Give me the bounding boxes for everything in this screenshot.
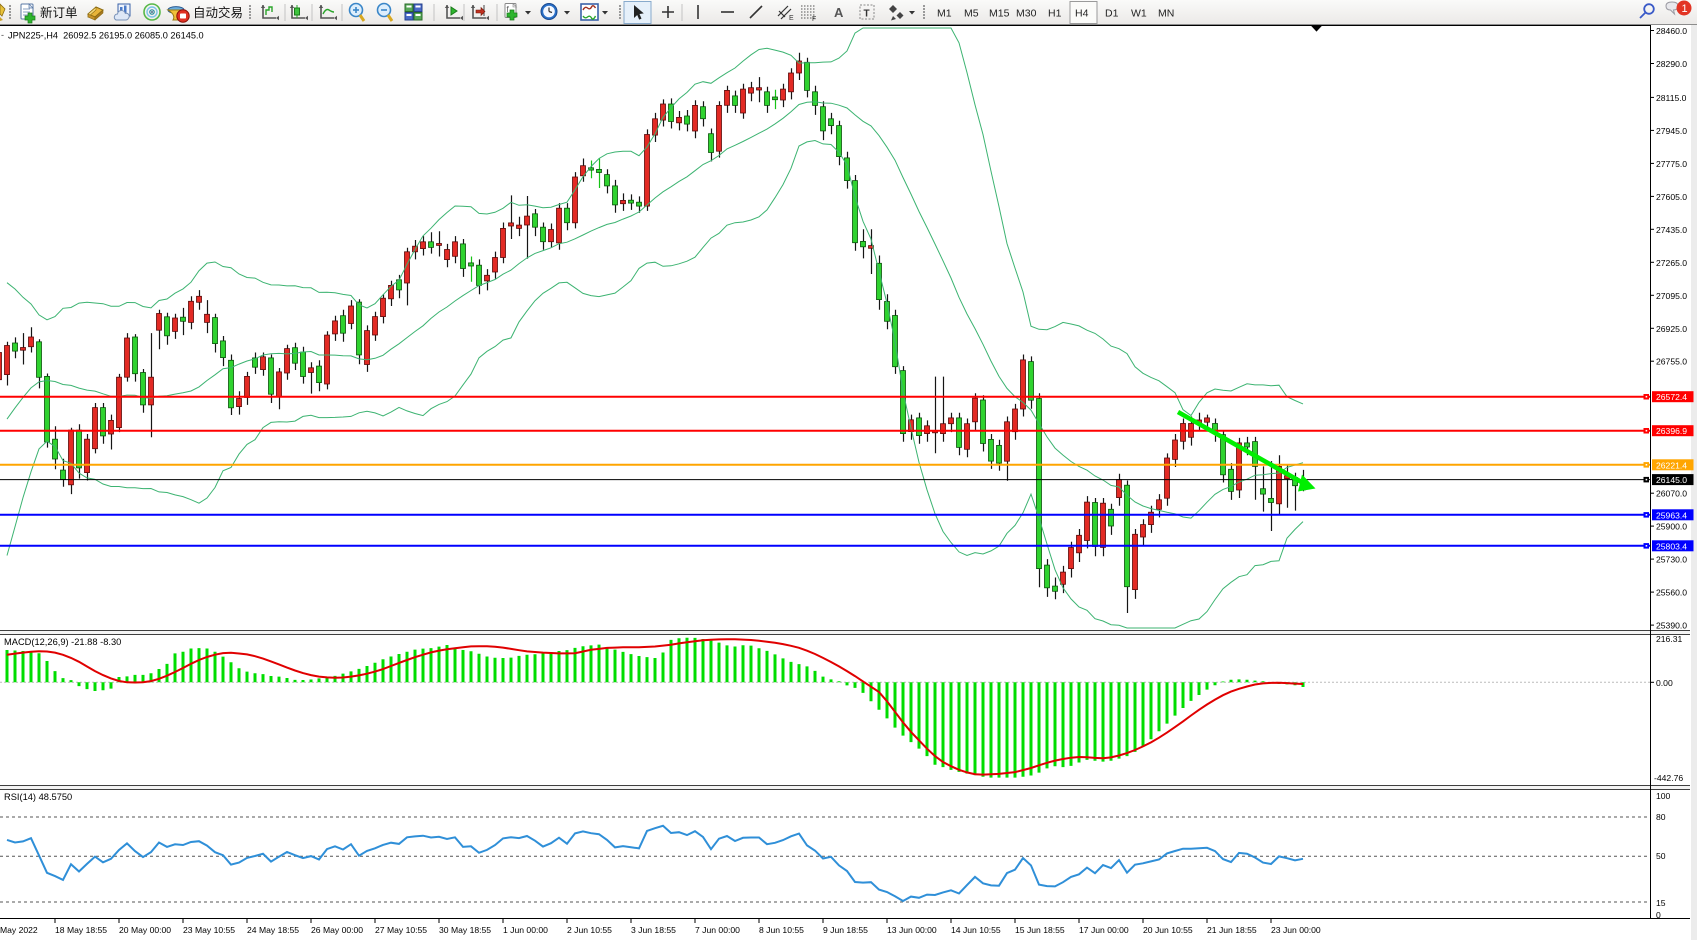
svg-text:20 Jun 10:55: 20 Jun 10:55	[1143, 925, 1193, 935]
svg-text:新订单: 新订单	[40, 5, 78, 20]
svg-text:20 May 00:00: 20 May 00:00	[119, 925, 171, 935]
svg-text:H4: H4	[1075, 8, 1089, 20]
svg-text:27945.0: 27945.0	[1656, 126, 1687, 136]
svg-text:21 Jun 18:55: 21 Jun 18:55	[1207, 925, 1257, 935]
svg-text:0.00: 0.00	[1656, 678, 1673, 688]
svg-text:13 Jun 00:00: 13 Jun 00:00	[887, 925, 937, 935]
svg-text:25900.0: 25900.0	[1656, 522, 1687, 532]
svg-text:27775.0: 27775.0	[1656, 159, 1687, 169]
svg-text:M30: M30	[1016, 8, 1037, 20]
svg-text:25963.4: 25963.4	[1656, 510, 1687, 520]
svg-text:26755.0: 26755.0	[1656, 357, 1687, 367]
svg-text:自动交易: 自动交易	[193, 5, 243, 20]
svg-text:26 May 00:00: 26 May 00:00	[311, 925, 363, 935]
svg-text:25803.4: 25803.4	[1656, 541, 1687, 551]
svg-text:25730.0: 25730.0	[1656, 555, 1687, 565]
svg-text:MACD(12,26,9) -21.88 -8.30: MACD(12,26,9) -21.88 -8.30	[4, 637, 121, 647]
svg-text:MN: MN	[1158, 8, 1174, 20]
svg-text:A: A	[834, 5, 844, 20]
svg-text:27605.0: 27605.0	[1656, 192, 1687, 202]
svg-text:H1: H1	[1048, 8, 1062, 20]
svg-text:27095.0: 27095.0	[1656, 291, 1687, 301]
svg-text:14 Jun 10:55: 14 Jun 10:55	[951, 925, 1001, 935]
svg-text:T: T	[864, 9, 870, 20]
svg-text:f: f	[507, 5, 510, 14]
svg-text:-442.76: -442.76	[1654, 773, 1683, 783]
svg-text:80: 80	[1656, 812, 1666, 822]
svg-text:W1: W1	[1131, 8, 1147, 20]
svg-text:8 Jun 10:55: 8 Jun 10:55	[759, 925, 804, 935]
svg-text:50: 50	[1656, 851, 1666, 861]
svg-text:23 May 10:55: 23 May 10:55	[183, 925, 235, 935]
svg-text:27 May 10:55: 27 May 10:55	[375, 925, 427, 935]
svg-text:RSI(14) 48.5750: RSI(14) 48.5750	[4, 792, 72, 802]
svg-text:17 Jun 00:00: 17 Jun 00:00	[1079, 925, 1129, 935]
svg-text:15: 15	[1656, 898, 1666, 908]
svg-text:-: -	[1, 30, 4, 40]
svg-text:28290.0: 28290.0	[1656, 59, 1687, 69]
svg-text:30 May 18:55: 30 May 18:55	[439, 925, 491, 935]
svg-text:26221.4: 26221.4	[1656, 460, 1687, 470]
svg-text:0: 0	[1656, 910, 1661, 920]
svg-text:3 Jun 18:55: 3 Jun 18:55	[631, 925, 676, 935]
svg-text:9 Jun 18:55: 9 Jun 18:55	[823, 925, 868, 935]
svg-text:100: 100	[1656, 791, 1671, 801]
svg-text:7 Jun 00:00: 7 Jun 00:00	[695, 925, 740, 935]
svg-text:M5: M5	[964, 8, 979, 20]
svg-text:28460.0: 28460.0	[1656, 26, 1687, 36]
svg-text:26925.0: 26925.0	[1656, 324, 1687, 334]
svg-text:26396.9: 26396.9	[1656, 426, 1687, 436]
svg-text:27435.0: 27435.0	[1656, 225, 1687, 235]
svg-text:17 May 2022: 17 May 2022	[0, 925, 38, 935]
svg-text:JPN225-,H4 26092.5 26195.0 26: JPN225-,H4 26092.5 26195.0 26085.0 26145…	[8, 31, 204, 41]
svg-text:24 May 18:55: 24 May 18:55	[247, 925, 299, 935]
svg-text:F: F	[812, 16, 816, 23]
svg-text:26145.0: 26145.0	[1656, 475, 1687, 485]
svg-text:1 Jun 00:00: 1 Jun 00:00	[503, 925, 548, 935]
svg-text:E: E	[789, 15, 794, 22]
svg-text:28115.0: 28115.0	[1656, 93, 1687, 103]
svg-text:26070.0: 26070.0	[1656, 489, 1687, 499]
svg-text:M1: M1	[937, 8, 952, 20]
svg-text:2 Jun 10:55: 2 Jun 10:55	[567, 925, 612, 935]
svg-text:23 Jun 00:00: 23 Jun 00:00	[1271, 925, 1321, 935]
svg-text:18 May 18:55: 18 May 18:55	[55, 925, 107, 935]
svg-text:25390.0: 25390.0	[1656, 621, 1687, 631]
svg-text:15 Jun 18:55: 15 Jun 18:55	[1015, 925, 1065, 935]
svg-text:1: 1	[1682, 3, 1688, 15]
svg-text:M15: M15	[989, 8, 1010, 20]
svg-text:25560.0: 25560.0	[1656, 588, 1687, 598]
svg-text:27265.0: 27265.0	[1656, 258, 1687, 268]
svg-text:26572.4: 26572.4	[1656, 392, 1687, 402]
svg-text:D1: D1	[1105, 8, 1119, 20]
svg-text:216.31: 216.31	[1656, 634, 1683, 644]
